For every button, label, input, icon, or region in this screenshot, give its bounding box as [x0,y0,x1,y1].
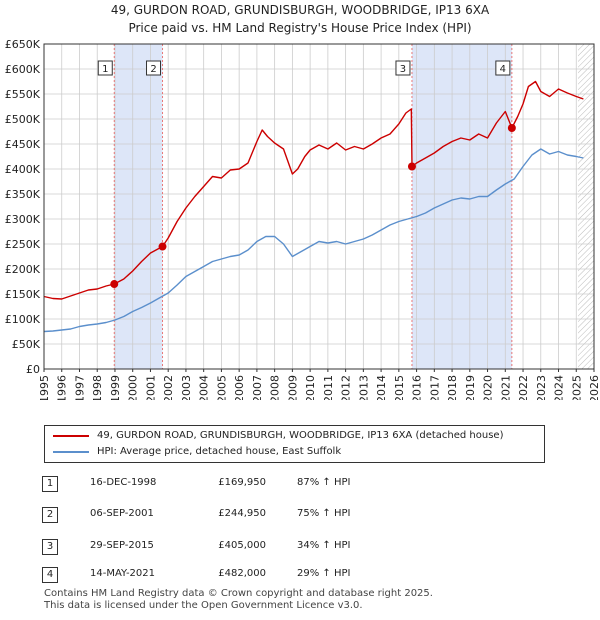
x-tick-label: 2022 [517,375,530,400]
x-tick-label: 2014 [375,375,388,400]
sale-date: 14-MAY-2021 [90,568,156,579]
y-tick-label: £150K [5,288,41,301]
chart-subtitle: Price paid vs. HM Land Registry's House … [128,21,472,35]
sale-label-box [495,60,511,76]
legend: 49, GURDON ROAD, GRUNDISBURGH, WOODBRIDG… [44,425,545,463]
sale-row: 4 14-MAY-2021 £482,000 29% ↑ HPI [0,564,600,584]
legend-label-property: 49, GURDON ROAD, GRUNDISBURGH, WOODBRIDG… [97,430,504,441]
x-tick-label: 2000 [127,375,140,400]
x-tick-label: 1997 [73,375,86,400]
sale-label-text: 1 [102,64,108,75]
sale-hpi-change: 87% ↑ HPI [297,477,351,488]
forecast-hatch [578,44,594,369]
sale-number-badge: 3 [42,539,58,555]
sale-label-box [97,60,113,76]
y-tick-label: £0 [26,363,40,376]
property-series-line [43,80,584,300]
sale-label-box [395,60,411,76]
x-tick-label: 2018 [446,375,459,400]
sale-number-badge: 1 [42,476,58,492]
plot-frame [43,43,595,370]
y-tick-label: £50K [12,338,41,351]
x-tick-label: 2010 [304,375,317,400]
x-tick-label: 2013 [357,375,370,400]
x-tick-label: 2026 [588,375,600,400]
x-tick-label: 2001 [144,375,157,400]
x-tick-label: 2025 [570,375,583,400]
sale-label-text: 2 [150,64,156,75]
sale-number-badge: 4 [42,567,58,583]
sale-number-badge: 2 [42,507,58,523]
ownership-shade [114,44,163,369]
x-tick-label: 1998 [91,375,104,400]
y-tick-label: £350K [5,188,41,201]
y-tick-label: £100K [5,313,41,326]
y-tick-label: £250K [5,238,41,251]
legend-label-hpi: HPI: Average price, detached house, East… [97,446,342,457]
sale-row: 2 06-SEP-2001 £244,950 75% ↑ HPI [0,504,600,524]
sale-row: 3 29-SEP-2015 £405,000 34% ↑ HPI [0,536,600,556]
y-tick-label: £550K [5,88,41,101]
sale-hpi-change: 34% ↑ HPI [297,540,351,551]
x-tick-label: 2012 [340,375,353,400]
x-tick-label: 1995 [38,375,51,400]
y-tick-label: £500K [5,113,41,126]
sale-label-text: 4 [500,64,506,75]
y-tick-label: £650K [5,38,41,51]
y-tick-label: £600K [5,63,41,76]
x-tick-label: 2023 [535,375,548,400]
hpi-series-line [43,148,584,333]
x-tick-label: 2008 [269,375,282,400]
x-tick-label: 2002 [162,375,175,400]
x-tick-label: 2019 [464,375,477,400]
sale-row: 1 16-DEC-1998 £169,950 87% ↑ HPI [0,473,600,493]
sale-price: £482,000 [218,568,266,579]
y-tick-label: £300K [5,213,41,226]
sale-point [507,124,516,132]
x-tick-label: 2024 [553,375,566,400]
legend-swatch-property [53,435,89,437]
x-tick-label: 2015 [393,375,406,400]
footer-copyright: Contains HM Land Registry data © Crown c… [44,588,433,599]
x-tick-label: 2017 [428,375,441,400]
sale-date: 16-DEC-1998 [90,477,157,488]
chart-title-address: 49, GURDON ROAD, GRUNDISBURGH, WOODBRIDG… [110,3,490,17]
ownership-shade [411,44,512,369]
price-chart: 1 2 3 4 £0 £50K £100K £150K £200K £250K £300K £350… [5,38,600,400]
sale-label-text: 3 [400,64,406,75]
sale-label-box [146,60,162,76]
sale-point [110,280,119,289]
x-tick-label: 1999 [109,375,122,400]
x-tick-label: 2020 [482,375,495,400]
legend-swatch-hpi [53,451,89,453]
sale-date: 06-SEP-2001 [90,508,154,519]
x-tick-label: 2011 [322,375,335,400]
x-tick-label: 2021 [499,375,512,400]
y-tick-label: £400K [5,163,41,176]
x-tick-label: 2004 [198,375,211,400]
x-tick-label: 2007 [251,375,264,400]
footer-licence: This data is licensed under the Open Gov… [44,600,363,611]
sale-point [158,242,167,251]
sale-price: £405,000 [218,540,266,551]
x-tick-label: 2016 [411,375,424,400]
sale-hpi-change: 29% ↑ HPI [297,568,351,579]
x-tick-label: 2009 [286,375,299,400]
x-tick-label: 1996 [56,375,69,400]
y-tick-label: £450K [5,138,41,151]
sale-point [407,162,416,171]
x-tick-label: 2006 [233,375,246,400]
sale-hpi-change: 75% ↑ HPI [297,508,351,519]
sale-date: 29-SEP-2015 [90,540,154,551]
y-tick-label: £200K [5,263,41,276]
sale-price: £244,950 [218,508,266,519]
sale-price: £169,950 [218,477,266,488]
x-tick-label: 2005 [215,375,228,400]
x-tick-label: 2003 [180,375,193,400]
